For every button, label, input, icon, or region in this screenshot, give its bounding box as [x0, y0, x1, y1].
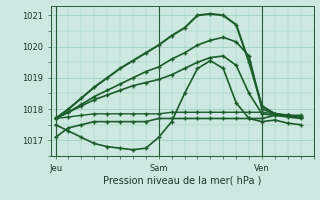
X-axis label: Pression niveau de la mer( hPa ): Pression niveau de la mer( hPa ) — [103, 175, 261, 185]
